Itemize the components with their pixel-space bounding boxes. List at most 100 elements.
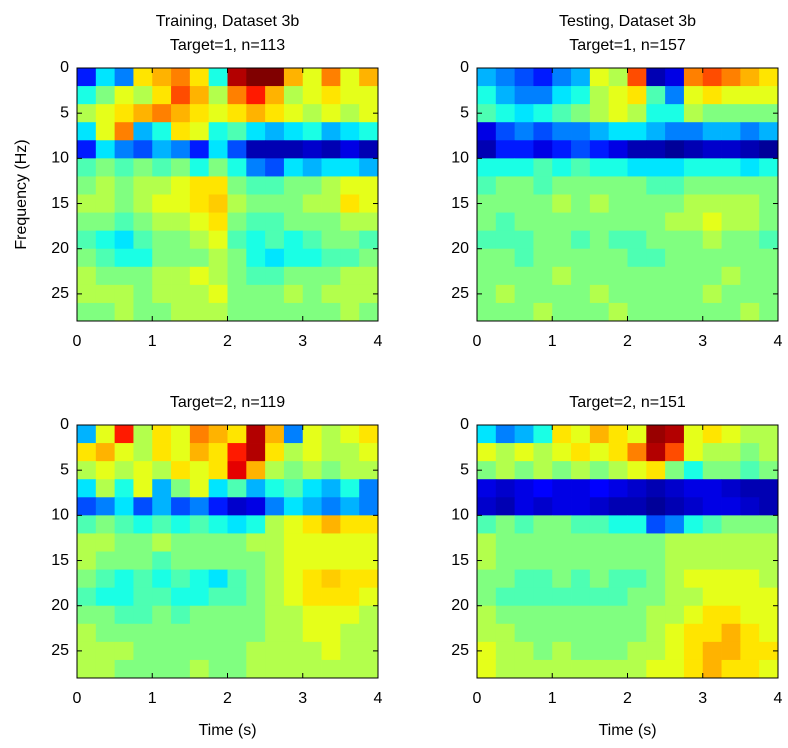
heatmap-cell bbox=[265, 497, 285, 516]
heatmap-cell bbox=[321, 425, 341, 444]
heatmap-cell bbox=[208, 533, 228, 552]
heatmap-cell bbox=[265, 533, 285, 552]
heatmap-cell bbox=[340, 194, 360, 213]
heatmap-cell bbox=[227, 497, 247, 516]
heatmap-cell bbox=[495, 194, 516, 213]
heatmap-cell bbox=[114, 194, 134, 213]
heatmap-cell bbox=[514, 176, 534, 195]
heatmap-cell bbox=[702, 158, 722, 177]
heatmap-cell bbox=[495, 122, 516, 141]
heatmap-cell bbox=[133, 569, 153, 589]
heatmap-cell bbox=[627, 515, 647, 534]
heatmap-cell bbox=[283, 86, 304, 105]
heatmap-cell bbox=[665, 212, 685, 232]
heatmap-cell bbox=[246, 212, 266, 232]
heatmap-cell bbox=[552, 230, 572, 250]
heatmap-cell bbox=[683, 158, 704, 177]
heatmap-cell bbox=[759, 266, 779, 286]
heatmap-cell bbox=[265, 194, 285, 213]
heatmap-cell bbox=[95, 461, 116, 480]
heatmap-cell bbox=[302, 212, 322, 232]
heatmap-cell bbox=[683, 461, 704, 480]
heatmap-cell bbox=[246, 641, 266, 661]
heatmap-cell bbox=[133, 212, 153, 232]
heatmap-cell bbox=[683, 497, 704, 516]
heatmap-cell bbox=[533, 659, 553, 679]
heatmap-cell bbox=[246, 266, 266, 286]
heatmap-cell bbox=[133, 659, 153, 679]
y-tick-label: 15 bbox=[451, 552, 469, 569]
heatmap-cell bbox=[77, 68, 97, 87]
heatmap-cell bbox=[721, 533, 741, 552]
heatmap-cell bbox=[171, 425, 191, 444]
heatmap-cell bbox=[740, 497, 760, 516]
heatmap-cell bbox=[302, 266, 322, 286]
heatmap-cell bbox=[114, 659, 134, 679]
heatmap-cell bbox=[477, 569, 497, 589]
heatmap-cell bbox=[114, 641, 134, 661]
x-tick-label: 1 bbox=[148, 333, 157, 350]
heatmap-cell bbox=[152, 212, 172, 232]
heatmap-cell bbox=[95, 641, 116, 661]
heatmap-cell bbox=[340, 122, 360, 141]
heatmap-cell bbox=[246, 68, 266, 87]
heatmap-cell bbox=[359, 266, 379, 286]
heatmap-cell bbox=[702, 266, 722, 286]
heatmap-cell bbox=[321, 104, 341, 123]
x-axis-label: Time (s) bbox=[598, 722, 656, 739]
heatmap-cell bbox=[302, 497, 322, 516]
heatmap-cell bbox=[227, 425, 247, 444]
heatmap-cell bbox=[95, 284, 116, 304]
heatmap-cell bbox=[283, 266, 304, 286]
heatmap-cell bbox=[283, 587, 304, 607]
heatmap-cell bbox=[189, 68, 210, 87]
heatmap-cell bbox=[571, 68, 591, 87]
heatmap-cell bbox=[552, 302, 572, 322]
heatmap-cell bbox=[133, 461, 153, 480]
heatmap-cell bbox=[114, 266, 134, 286]
heatmap-cell bbox=[133, 587, 153, 607]
heatmap-cell bbox=[114, 302, 134, 322]
heatmap-cell bbox=[646, 266, 666, 286]
heatmap-cell bbox=[740, 122, 760, 141]
heatmap-cell bbox=[495, 623, 516, 643]
heatmap-cell bbox=[265, 569, 285, 589]
heatmap-cell bbox=[533, 86, 553, 105]
heatmap-cell bbox=[77, 425, 97, 444]
heatmap-cell bbox=[665, 515, 685, 534]
heatmap-cell bbox=[265, 479, 285, 498]
heatmap-cell bbox=[171, 158, 191, 177]
heatmap-cell bbox=[302, 461, 322, 480]
heatmap-cell bbox=[114, 230, 134, 250]
heatmap-cell bbox=[646, 479, 666, 498]
heatmap-cell bbox=[340, 140, 360, 159]
heatmap-cell bbox=[514, 284, 534, 304]
heatmap-cell bbox=[246, 587, 266, 607]
heatmap-cell bbox=[208, 443, 228, 462]
heatmap-cell bbox=[589, 302, 610, 322]
heatmap-cell bbox=[77, 461, 97, 480]
heatmap-cell bbox=[721, 212, 741, 232]
heatmap-cell bbox=[359, 461, 379, 480]
heatmap-cell bbox=[152, 302, 172, 322]
heatmap-cell bbox=[571, 605, 591, 625]
x-tick-label: 2 bbox=[223, 690, 232, 707]
heatmap-cell bbox=[133, 230, 153, 250]
heatmap-cell bbox=[246, 533, 266, 552]
heatmap-cell bbox=[608, 140, 628, 159]
heatmap-cell bbox=[227, 212, 247, 232]
heatmap-cell bbox=[246, 425, 266, 444]
heatmap-cell bbox=[552, 284, 572, 304]
heatmap-cell bbox=[208, 158, 228, 177]
heatmap-cell bbox=[133, 158, 153, 177]
heatmap-cell bbox=[514, 86, 534, 105]
heatmap-cell bbox=[495, 176, 516, 195]
heatmap-cell bbox=[302, 284, 322, 304]
heatmap-cell bbox=[283, 569, 304, 589]
heatmap-cell bbox=[740, 176, 760, 195]
heatmap-cell bbox=[265, 266, 285, 286]
heatmap-cell bbox=[721, 659, 741, 679]
heatmap-cell bbox=[265, 425, 285, 444]
x-tick-label: 4 bbox=[774, 690, 783, 707]
heatmap-cell bbox=[189, 479, 210, 498]
